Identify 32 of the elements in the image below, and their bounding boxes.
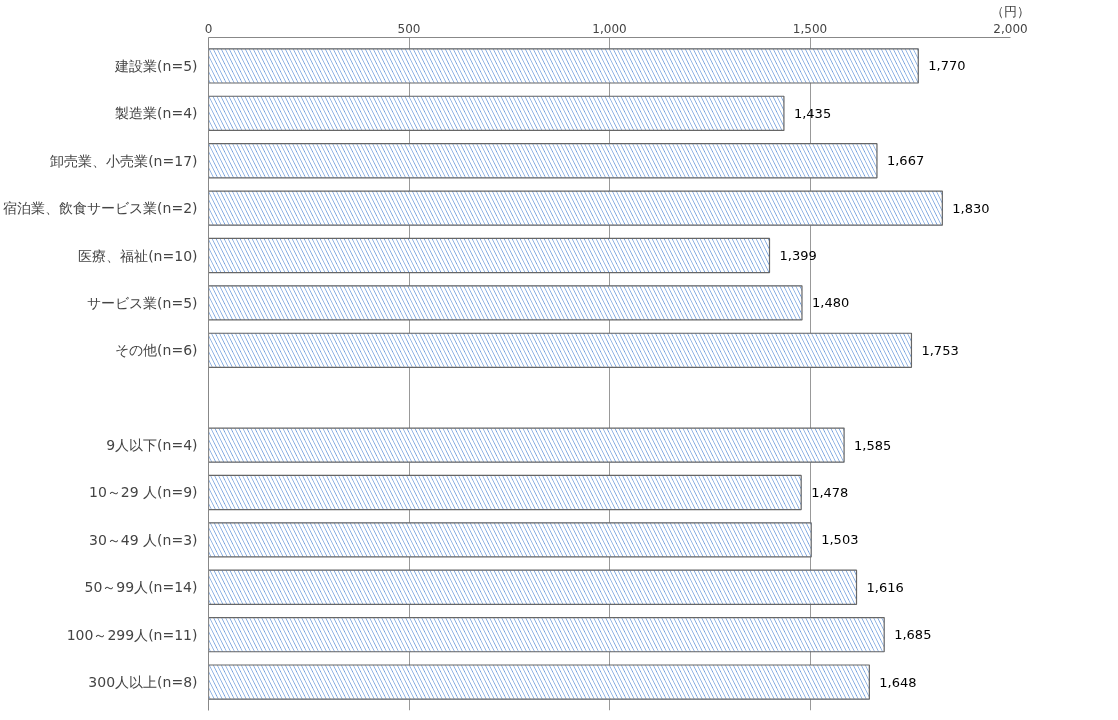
x-tick-label: 500 <box>397 21 421 36</box>
data-label: 1,667 <box>886 153 925 169</box>
y-tick-label: 宿泊業、飲食サービス業(n=2) <box>3 200 198 217</box>
data-label: 1,648 <box>879 674 917 690</box>
y-tick-label: 10～29 人(n=9) <box>88 484 198 501</box>
data-label: 1,685 <box>894 627 932 643</box>
x-axis-title: （円） <box>991 3 1030 19</box>
data-label: 1,616 <box>866 579 904 595</box>
data-label: 1,770 <box>928 58 966 74</box>
data-label: 1,585 <box>854 437 892 453</box>
y-tick-label: 9人以下(n=4) <box>106 437 198 454</box>
y-tick-label: 建設業(n=5) <box>114 57 198 74</box>
data-label: 1,753 <box>921 342 959 358</box>
y-tick-label: その他(n=6) <box>115 342 198 359</box>
data-label: 1,478 <box>811 484 849 500</box>
data-label: 1,830 <box>952 200 990 216</box>
x-tick-label: 0 <box>204 21 213 36</box>
data-label: 1,480 <box>811 295 850 311</box>
y-tick-label: 100～299人(n=11) <box>66 626 198 643</box>
y-tick-label: 30～49 人(n=3) <box>88 531 198 548</box>
x-tick-label: 1,500 <box>792 21 828 36</box>
y-tick-label: サービス業(n=5) <box>87 294 198 311</box>
y-tick-label: 50～99人(n=14) <box>84 579 198 596</box>
data-label: 1,503 <box>821 532 859 548</box>
y-tick-label: 300人以上(n=8) <box>88 674 198 691</box>
y-tick-label: 医療、福祉(n=10) <box>78 247 198 264</box>
data-label: 1,399 <box>779 248 817 264</box>
y-tick-label: 卸売業、小売業(n=17) <box>50 152 198 169</box>
x-tick-label: 2,000 <box>993 21 1028 36</box>
data-label: 1,435 <box>793 105 832 121</box>
x-tick-label: 1,000 <box>592 21 627 36</box>
y-tick-label: 製造業(n=4) <box>115 105 198 122</box>
